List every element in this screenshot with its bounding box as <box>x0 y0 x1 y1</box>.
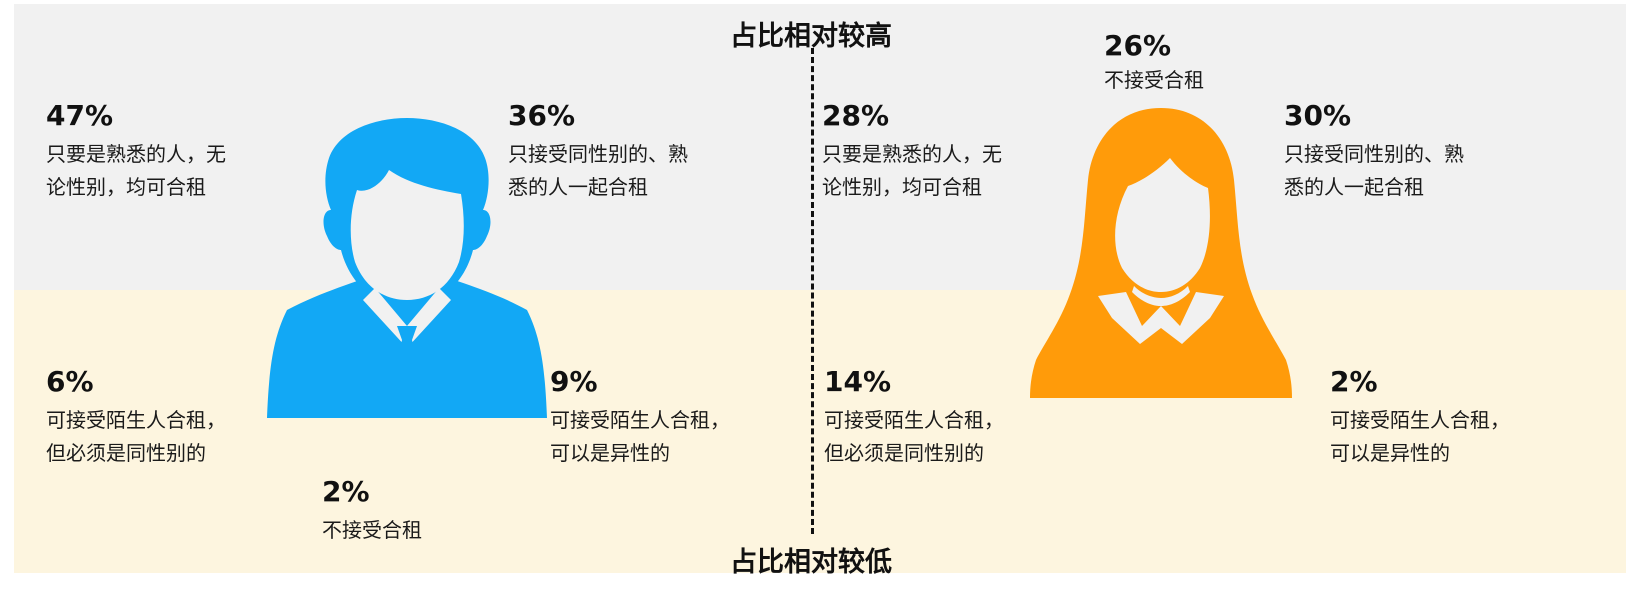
female-stat-known-same-gender: 30% 只接受同性别的、熟 悉的人一起合租 <box>1284 100 1464 204</box>
male-stat-stranger-same-gender: 6% 可接受陌生人合租， 但必须是同性别的 <box>46 366 226 470</box>
stat-description: 只要是熟悉的人，无 论性别，均可合租 <box>822 142 1002 199</box>
stat-percent: 2% <box>1330 365 1378 398</box>
stat-percent: 28% <box>822 99 890 132</box>
male-stat-stranger-any-gender: 9% 可接受陌生人合租， 可以是异性的 <box>550 366 730 470</box>
male-stat-known-any-gender: 47% 只要是熟悉的人，无 论性别，均可合租 <box>46 100 226 204</box>
stat-percent: 36% <box>508 99 576 132</box>
center-divider <box>811 48 814 534</box>
female-stat-no-shared-rent: 26% 不接受合租 <box>1104 30 1204 97</box>
stat-description: 只要是熟悉的人，无 论性别，均可合租 <box>46 142 226 199</box>
female-stat-known-any-gender: 28% 只要是熟悉的人，无 论性别，均可合租 <box>822 100 1002 204</box>
stat-description: 可接受陌生人合租， 可以是异性的 <box>1330 408 1510 465</box>
female-stat-stranger-any-gender: 2% 可接受陌生人合租， 可以是异性的 <box>1330 366 1510 470</box>
stat-description: 不接受合租 <box>322 518 422 542</box>
stat-percent: 14% <box>824 365 892 398</box>
stat-percent: 9% <box>550 365 598 398</box>
high-share-heading: 占比相对较高 <box>730 21 892 52</box>
stat-description: 不接受合租 <box>1104 68 1204 92</box>
high-share-band <box>14 4 1626 290</box>
stat-percent: 6% <box>46 365 94 398</box>
male-avatar-icon <box>267 118 547 418</box>
stat-description: 可接受陌生人合租， 可以是异性的 <box>550 408 730 465</box>
stat-percent: 26% <box>1104 29 1172 62</box>
stat-description: 只接受同性别的、熟 悉的人一起合租 <box>508 142 688 199</box>
stat-description: 可接受陌生人合租， 但必须是同性别的 <box>46 408 226 465</box>
female-avatar-icon <box>1030 108 1292 398</box>
stat-percent: 47% <box>46 99 114 132</box>
stat-percent: 2% <box>322 475 370 508</box>
male-stat-known-same-gender: 36% 只接受同性别的、熟 悉的人一起合租 <box>508 100 688 204</box>
female-stat-stranger-same-gender: 14% 可接受陌生人合租， 但必须是同性别的 <box>824 366 1004 470</box>
male-stat-no-shared-rent: 2% 不接受合租 <box>322 476 422 547</box>
stat-description: 只接受同性别的、熟 悉的人一起合租 <box>1284 142 1464 199</box>
low-share-heading: 占比相对较低 <box>730 547 892 578</box>
stat-description: 可接受陌生人合租， 但必须是同性别的 <box>824 408 1004 465</box>
stat-percent: 30% <box>1284 99 1352 132</box>
